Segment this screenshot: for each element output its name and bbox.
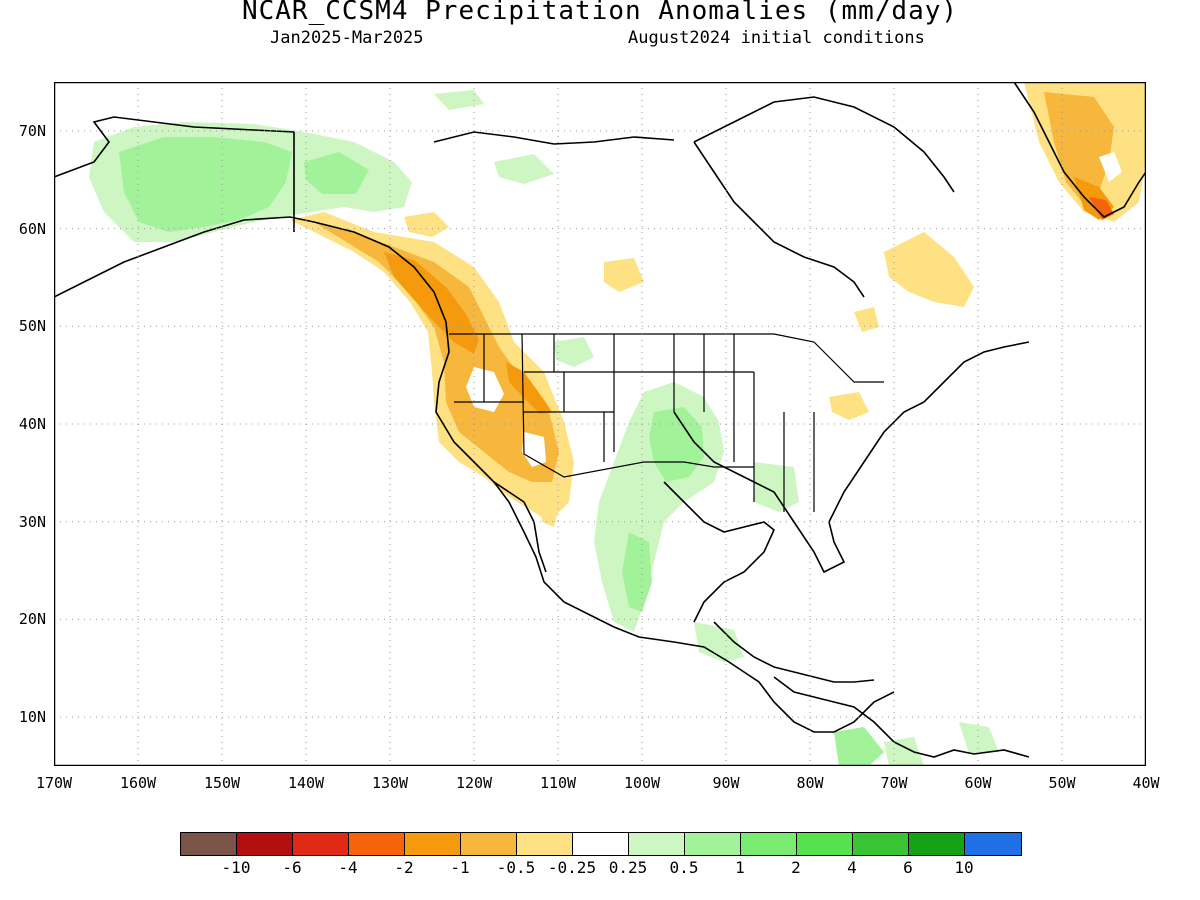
longitude-label: 40W [1132, 774, 1160, 792]
legend-label: 0.25 [608, 858, 648, 877]
legend-swatch [461, 833, 517, 855]
longitude-label: 70W [880, 774, 908, 792]
legend-label: -4 [338, 858, 358, 877]
map-frame [54, 82, 1146, 766]
longitude-label: 50W [1048, 774, 1076, 792]
legend-swatch [965, 833, 1021, 855]
political-borders [449, 333, 884, 512]
legend-swatch [181, 833, 237, 855]
legend-swatch [909, 833, 965, 855]
longitude-label: 170W [35, 774, 73, 792]
longitude-label: 90W [712, 774, 740, 792]
latitude-label: 20N [18, 610, 46, 629]
legend-label: -0.5 [496, 858, 536, 877]
legend-label: -1 [450, 858, 470, 877]
legend-swatch [293, 833, 349, 855]
positive-anomaly-south [834, 722, 999, 766]
latitude-label: 40N [18, 415, 46, 433]
latitude-label: 30N [18, 512, 46, 531]
legend-swatch [797, 833, 853, 855]
positive-anomaly-central [554, 337, 799, 662]
color-legend [180, 832, 1022, 856]
legend-swatch [349, 833, 405, 855]
longitude-label: 140W [287, 774, 325, 792]
longitude-label: 130W [371, 774, 409, 792]
legend-swatch [741, 833, 797, 855]
legend-label: -6 [282, 858, 302, 877]
longitude-label: 120W [455, 774, 493, 792]
legend-label: 6 [903, 858, 913, 877]
negative-anomaly-east [829, 82, 1146, 420]
legend-label: 0.5 [669, 858, 699, 877]
latitude-label: 60N [18, 219, 46, 238]
longitude-label: 110W [539, 774, 577, 792]
latitude-label: 70N [18, 121, 46, 140]
legend-swatch [405, 833, 461, 855]
precipitation-map [54, 82, 1146, 766]
longitude-label: 100W [623, 774, 661, 792]
legend-swatch [237, 833, 293, 855]
positive-anomaly-north [89, 90, 554, 242]
forecast-period: Jan2025-Mar2025 [270, 28, 424, 48]
legend-label: 4 [847, 858, 857, 877]
legend-swatch [517, 833, 573, 855]
latitude-label: 50N [18, 317, 46, 336]
legend-label: -0.25 [547, 858, 597, 877]
legend-label: -2 [394, 858, 414, 877]
initial-conditions: August2024 initial conditions [628, 28, 925, 48]
longitude-label: 60W [964, 774, 992, 792]
legend-label: 2 [791, 858, 801, 877]
longitude-label: 150W [203, 774, 241, 792]
longitude-label: 160W [119, 774, 157, 792]
map-title: NCAR_CCSM4 Precipitation Anomalies (mm/d… [241, 0, 959, 26]
legend-swatch [853, 833, 909, 855]
latitude-label: 10N [18, 708, 46, 727]
legend-swatch [573, 833, 629, 855]
negative-anomaly-west [290, 212, 644, 527]
legend-label: -10 [221, 858, 251, 877]
legend-label: 10 [954, 858, 974, 877]
legend-swatch [629, 833, 685, 855]
graticule [54, 82, 1146, 766]
legend-label: 1 [735, 858, 745, 877]
legend-swatch [685, 833, 741, 855]
longitude-label: 80W [796, 774, 824, 792]
